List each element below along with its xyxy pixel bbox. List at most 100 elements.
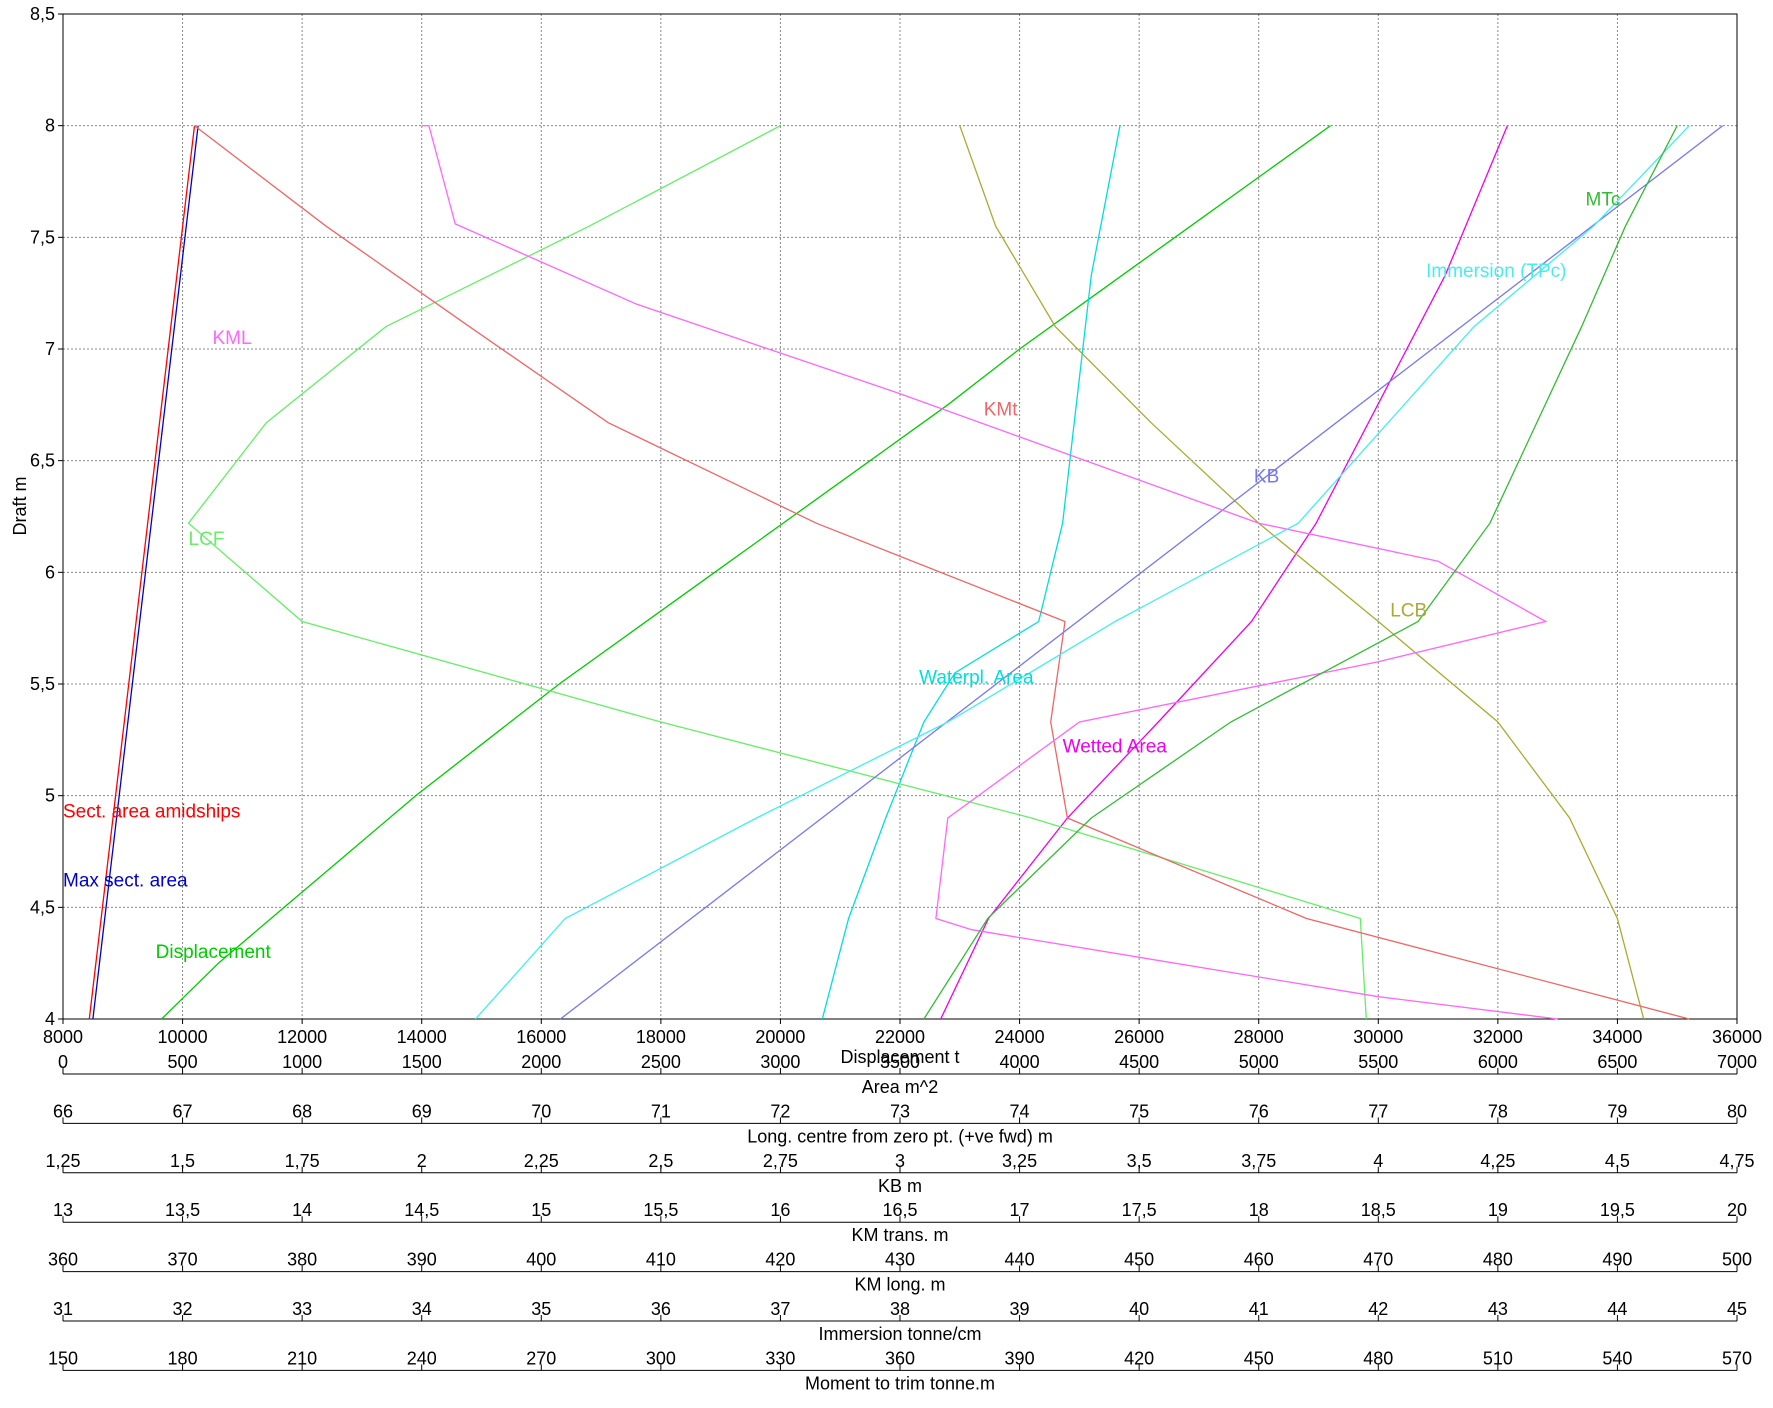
- x-tick-label: 2500: [641, 1052, 681, 1072]
- series-line-lcf: [187, 125, 1367, 1020]
- x-tick-label: 6000: [1478, 1052, 1518, 1072]
- x-tick-label: 3000: [760, 1052, 800, 1072]
- x-tick-label: 37: [770, 1299, 790, 1319]
- x-tick-label: 380: [287, 1250, 317, 1270]
- x-tick-label: 28000: [1234, 1027, 1284, 1047]
- x-tick-label: 3: [895, 1151, 905, 1171]
- x-tick-label: 360: [885, 1348, 915, 1368]
- series-label-max-sect-area: Max sect. area: [63, 871, 188, 892]
- x-axis-kb: 1,25 1,5 1,75 2 2,25 2,5 2,75 3 3,25 3,5 3,75 4 4,25…: [45, 1151, 1754, 1196]
- x-tick-label: 470: [1363, 1250, 1393, 1270]
- x-tick-label: 17: [1010, 1200, 1030, 1220]
- series-line-kmt: [194, 125, 1690, 1020]
- x-tick-label: 2,75: [763, 1151, 798, 1171]
- x-tick-label: 180: [168, 1348, 198, 1368]
- x-axes: 8000 10000 12000 14000 16000 18000 20000 22000 2…: [43, 1019, 1762, 1393]
- y-axis: 4 4,5 5 5,5 6 6,5 7 7,5 8 8,5: [30, 4, 63, 1029]
- x-tick-label: 7000: [1717, 1052, 1757, 1072]
- x-tick-label: 34: [412, 1299, 432, 1319]
- x-axis-title: KB m: [878, 1176, 922, 1196]
- x-axis-title: Immersion tonne/cm: [818, 1324, 981, 1344]
- x-tick-label: 71: [651, 1101, 671, 1121]
- x-tick-label: 2000: [521, 1052, 561, 1072]
- x-tick-label: 460: [1244, 1250, 1274, 1270]
- x-tick-label: 240: [407, 1348, 437, 1368]
- x-tick-label: 270: [526, 1348, 556, 1368]
- x-tick-label: 79: [1607, 1101, 1627, 1121]
- x-tick-label: 20: [1727, 1200, 1747, 1220]
- x-tick-label: 77: [1368, 1101, 1388, 1121]
- series-line-immersion-tpc: [475, 125, 1690, 1020]
- series-line-sect-area-amidships: [88, 125, 196, 1020]
- x-tick-label: 18: [1249, 1200, 1269, 1220]
- x-tick-label: 13: [53, 1200, 73, 1220]
- x-axis-area: 0 500 1000 1500 2000 2500 3000 3500 4000 4500 5000…: [58, 1052, 1757, 1097]
- x-tick-label: 13,5: [165, 1200, 200, 1220]
- x-axis-title: Displacement t: [840, 1047, 959, 1067]
- x-tick-label: 3,5: [1127, 1151, 1152, 1171]
- x-tick-label: 1500: [402, 1052, 442, 1072]
- x-tick-label: 2,25: [524, 1151, 559, 1171]
- x-tick-label: 450: [1244, 1348, 1274, 1368]
- x-tick-label: 43: [1488, 1299, 1508, 1319]
- x-tick-label: 4,75: [1719, 1151, 1754, 1171]
- x-tick-label: 15,5: [643, 1200, 678, 1220]
- x-tick-label: 31: [53, 1299, 73, 1319]
- y-tick-label: 6: [45, 562, 55, 582]
- x-tick-label: 45: [1727, 1299, 1747, 1319]
- series-label-lcf: LCF: [189, 529, 225, 550]
- x-tick-label: 33: [292, 1299, 312, 1319]
- x-tick-label: 16: [770, 1200, 790, 1220]
- x-tick-label: 3,25: [1002, 1151, 1037, 1171]
- x-tick-label: 24000: [995, 1027, 1045, 1047]
- x-tick-label: 19: [1488, 1200, 1508, 1220]
- series-label-displacement: Displacement: [156, 942, 272, 963]
- series-line-wetted-area: [940, 125, 1509, 1020]
- x-tick-label: 66: [53, 1101, 73, 1121]
- x-tick-label: 14000: [397, 1027, 447, 1047]
- x-tick-label: 3,75: [1241, 1151, 1276, 1171]
- x-tick-label: 570: [1722, 1348, 1752, 1368]
- x-tick-label: 39: [1010, 1299, 1030, 1319]
- x-tick-label: 44: [1607, 1299, 1627, 1319]
- x-tick-label: 78: [1488, 1101, 1508, 1121]
- x-axis-title: Moment to trim tonne.m: [805, 1373, 995, 1393]
- x-tick-label: 70: [531, 1101, 551, 1121]
- series-labels: Displacement Sect. area amidships Max sect…: [63, 189, 1620, 963]
- x-tick-label: 450: [1124, 1250, 1154, 1270]
- x-tick-label: 32: [173, 1299, 193, 1319]
- x-tick-label: 490: [1602, 1250, 1632, 1270]
- x-tick-label: 41: [1249, 1299, 1269, 1319]
- x-axis-long_centre: 66 67 68 69 70 71 72 73 74 75 76 77 78 79 80 Long. cent…: [53, 1101, 1747, 1146]
- y-tick-label: 5: [45, 786, 55, 806]
- x-tick-label: 4500: [1119, 1052, 1159, 1072]
- x-tick-label: 73: [890, 1101, 910, 1121]
- x-tick-label: 390: [1005, 1348, 1035, 1368]
- series-label-mtc: MTc: [1586, 189, 1621, 210]
- x-tick-label: 500: [1722, 1250, 1752, 1270]
- x-tick-label: 16,5: [882, 1200, 917, 1220]
- x-tick-label: 480: [1363, 1348, 1393, 1368]
- x-tick-label: 36: [651, 1299, 671, 1319]
- x-axis-title: KM long. m: [854, 1275, 945, 1295]
- x-tick-label: 330: [765, 1348, 795, 1368]
- x-tick-label: 210: [287, 1348, 317, 1368]
- y-tick-label: 7,5: [30, 227, 55, 247]
- x-tick-label: 420: [1124, 1348, 1154, 1368]
- x-axis-immersion: 31 32 33 34 35 36 37 38 39 40 41 42 43 44 45 Immersion …: [53, 1299, 1747, 1344]
- x-tick-label: 68: [292, 1101, 312, 1121]
- grid: [63, 14, 1737, 1019]
- x-tick-label: 510: [1483, 1348, 1513, 1368]
- x-tick-label: 72: [770, 1101, 790, 1121]
- plot-frame: [62, 13, 1738, 1020]
- series-label-kmt: KMt: [984, 399, 1019, 420]
- x-axis-displacement: 8000 10000 12000 14000 16000 18000 20000 22000 2…: [43, 1019, 1762, 1067]
- x-tick-label: 40: [1129, 1299, 1149, 1319]
- series-label-lcb: LCB: [1390, 600, 1427, 621]
- x-tick-label: 430: [885, 1250, 915, 1270]
- x-tick-label: 14: [292, 1200, 312, 1220]
- series-line-lcb: [959, 125, 1645, 1020]
- y-tick-label: 8: [45, 116, 55, 136]
- series-line-kb: [560, 125, 1724, 1020]
